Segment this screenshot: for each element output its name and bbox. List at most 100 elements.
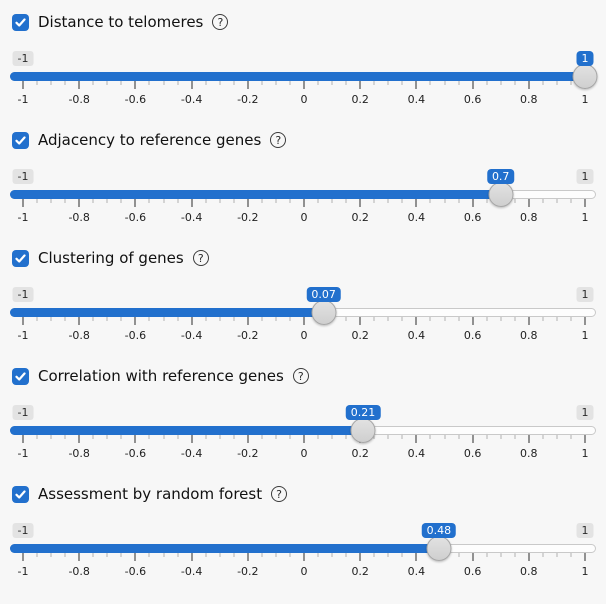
checkbox[interactable] (12, 485, 29, 503)
minor-tick (331, 199, 333, 203)
slider-section: Correlation with reference genes ? -1 1 … (10, 364, 596, 482)
tick-label: 1 (581, 93, 589, 106)
slider-handle[interactable] (426, 536, 452, 561)
help-icon[interactable]: ? (192, 250, 209, 266)
tick-label: -0.8 (68, 211, 90, 224)
minor-tick (64, 81, 66, 85)
minor-tick (219, 199, 221, 203)
help-icon[interactable]: ? (271, 486, 288, 502)
minor-tick (275, 553, 277, 557)
slider-label: Correlation with reference genes (38, 367, 284, 385)
minor-tick (205, 317, 207, 321)
help-icon[interactable]: ? (270, 132, 287, 148)
major-tick (415, 81, 417, 89)
minor-tick (373, 317, 375, 321)
tick-label: -0.2 (237, 211, 259, 224)
minor-tick (514, 553, 516, 557)
slider-ticks: -1 -0.8 -0.6 -0.4 -0.2 0 0.2 0.4 0.6 0.8 1 (18, 81, 589, 111)
slider-track[interactable] (10, 544, 596, 553)
minor-tick (289, 317, 291, 321)
slider-handle[interactable] (572, 64, 598, 89)
minor-tick (429, 81, 431, 85)
major-tick (22, 553, 24, 561)
major-tick (359, 553, 361, 561)
major-tick (584, 435, 586, 443)
tick-label: -0.8 (68, 447, 90, 460)
minor-tick (373, 199, 375, 203)
minor-tick (570, 199, 572, 203)
minor-tick (345, 199, 347, 203)
tick-label: 0.6 (463, 329, 482, 342)
slider-track[interactable] (10, 308, 596, 317)
slider-track[interactable] (10, 190, 596, 199)
minor-tick (373, 81, 375, 85)
major-tick (528, 317, 530, 325)
help-icon[interactable]: ? (292, 368, 309, 384)
major-tick (472, 435, 474, 443)
minor-tick (148, 317, 150, 321)
minor-tick (500, 317, 502, 321)
slider-header: Clustering of genes ? (12, 248, 209, 268)
minor-tick (514, 199, 516, 203)
checkbox[interactable] (12, 367, 29, 385)
major-tick (247, 199, 249, 207)
minor-tick (317, 553, 319, 557)
minor-tick (261, 81, 263, 85)
minor-tick (317, 435, 319, 439)
slider-track[interactable] (10, 426, 596, 435)
minor-tick (205, 81, 207, 85)
slider-handle[interactable] (350, 418, 376, 443)
tick-label: -1 (17, 565, 29, 578)
minor-tick (261, 553, 263, 557)
minor-tick (387, 553, 389, 557)
minor-tick (556, 435, 558, 439)
minor-tick (444, 317, 445, 321)
minor-tick (401, 81, 403, 85)
major-tick (247, 435, 249, 443)
minor-tick (177, 553, 179, 557)
checkbox[interactable] (12, 131, 29, 149)
minor-tick (148, 81, 150, 85)
minor-tick (514, 435, 516, 439)
slider-min-label: -1 (12, 523, 34, 538)
minor-tick (444, 199, 445, 203)
slider-handle[interactable] (311, 300, 337, 325)
tick-label: 0.2 (351, 565, 369, 578)
minor-tick (120, 81, 122, 85)
minor-tick (120, 317, 122, 321)
tick-label: -0.6 (124, 447, 147, 460)
tick-label: -0.4 (180, 329, 203, 342)
tick-label: 0.2 (351, 447, 369, 460)
slider-handle[interactable] (488, 182, 514, 207)
help-icon[interactable]: ? (212, 14, 229, 30)
slider-header: Distance to telomeres ? (12, 12, 229, 32)
minor-tick (275, 81, 277, 85)
minor-tick (444, 81, 445, 85)
major-tick (22, 435, 24, 443)
tick-label: 0 (300, 565, 308, 578)
minor-tick (64, 553, 66, 557)
minor-tick (570, 553, 572, 557)
tick-label: 0 (300, 447, 308, 460)
slider: -1 1 0.07 -1 -0.8 -0.6 -0.4 -0.2 0 0.2 0.4 0.6 0.… (10, 287, 596, 347)
checkbox[interactable] (12, 13, 29, 31)
slider-value-label: 1 (576, 51, 594, 66)
slider: -1 1 0.21 -1 -0.8 -0.6 -0.4 -0.2 0 0.2 0.4 0.6 0.… (10, 405, 596, 465)
slider-max-label: 1 (576, 405, 594, 420)
minor-tick (261, 435, 263, 439)
minor-tick (331, 435, 333, 439)
minor-tick (50, 199, 52, 203)
check-icon (15, 489, 26, 499)
minor-tick (36, 81, 38, 85)
tick-label: 0.8 (520, 447, 538, 460)
minor-tick (387, 435, 389, 439)
major-tick (22, 81, 24, 89)
checkbox[interactable] (12, 249, 29, 267)
slider-label: Clustering of genes (38, 249, 184, 267)
minor-tick (401, 553, 403, 557)
major-tick (528, 199, 530, 207)
slider-ticks: -1 -0.8 -0.6 -0.4 -0.2 0 0.2 0.4 0.6 0.8 1 (18, 553, 589, 583)
major-tick (303, 435, 305, 443)
slider-scale: -1 1 0.07 -1 -0.8 -0.6 -0.4 -0.2 0 0.2 0.4 0.6 0.… (12, 287, 594, 347)
minor-tick (219, 553, 221, 557)
